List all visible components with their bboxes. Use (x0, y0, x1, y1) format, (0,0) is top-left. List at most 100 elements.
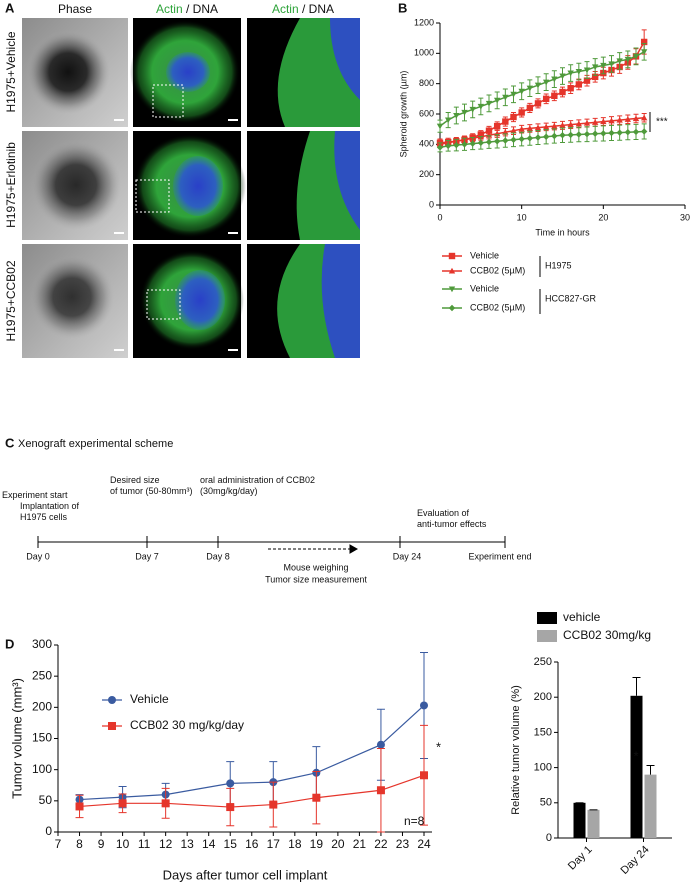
y-axis-label: Relative tumor volume (%) (510, 685, 522, 815)
x-tick-label: 20 (331, 837, 345, 851)
timeline-label: Experiment end (468, 551, 531, 561)
marker (420, 701, 428, 710)
marker (542, 133, 550, 140)
marker (591, 119, 599, 125)
legend-marker (108, 722, 116, 730)
marker (444, 117, 452, 124)
x-tick-label: 22 (374, 837, 388, 851)
marker (559, 122, 566, 128)
marker (526, 125, 534, 131)
annotation: *** (656, 117, 668, 128)
marker (600, 118, 607, 125)
marker (453, 112, 460, 119)
y-axis-label: Spheroid growth (µm) (398, 71, 408, 158)
legend-label: CCB02 30 mg/kg/day (130, 718, 244, 732)
marker (583, 130, 591, 138)
marker (444, 142, 452, 150)
column-header: Phase (58, 2, 92, 16)
y-tick-label: 300 (32, 637, 52, 651)
x-tick-label: 19 (310, 837, 324, 851)
scheme-note: Tumor size measurement (265, 574, 367, 584)
legend-label: CCB02 (5µM) (470, 265, 525, 275)
scheme-note: oral administration of CCB02 (30mg/kg/day… (200, 475, 315, 496)
marker (616, 58, 623, 65)
legend-marker (448, 304, 456, 312)
marker (534, 100, 542, 107)
marker (632, 128, 640, 136)
marker (226, 779, 235, 788)
marker (575, 120, 583, 127)
marker (542, 79, 550, 86)
bar (644, 774, 657, 838)
line: oral administration of CCB02 (200, 475, 315, 485)
marker (591, 73, 599, 81)
x-tick-label: 12 (159, 837, 173, 851)
marker (269, 800, 278, 809)
marker (608, 117, 615, 124)
legend-label: Vehicle (470, 250, 499, 260)
x-tick-label: 17 (267, 837, 281, 851)
x-tick-label: 18 (288, 837, 302, 851)
annotation: * (436, 739, 441, 754)
marker (640, 49, 648, 56)
legend-label: CCB02 30mg/kg (563, 628, 651, 642)
line: Evaluation of (417, 508, 470, 518)
marker (559, 73, 566, 80)
x-tick-label: 10 (116, 837, 130, 851)
micrographs (22, 18, 360, 358)
marker (312, 793, 321, 802)
marker (551, 122, 558, 129)
legend-marker (448, 286, 456, 293)
series-line (79, 774, 425, 808)
marker (485, 138, 493, 146)
x-tick-label: 7 (55, 837, 62, 851)
legend-marker (448, 252, 456, 260)
stain: / DNA (302, 2, 334, 16)
marker (616, 116, 623, 123)
panel-label: D (5, 636, 14, 651)
x-tick-label: 20 (598, 212, 608, 222)
x-tick-label: Day 1 (566, 844, 595, 873)
line: anti-tumor effects (417, 519, 487, 529)
marker (502, 137, 509, 144)
scheme-note: Evaluation of anti-tumor effects (417, 508, 487, 529)
marker (469, 140, 476, 147)
stain: / DNA (186, 2, 218, 16)
marker (575, 68, 583, 75)
marker (534, 124, 542, 131)
marker (534, 82, 542, 89)
row-label: H1975+Erlotinib (4, 142, 18, 228)
scheme-note: Desired size of tumor (50-80mm³) (110, 475, 193, 496)
legend-label: Vehicle (470, 283, 499, 293)
y-tick-label: 200 (534, 691, 552, 703)
y-tick-label: 200 (32, 700, 52, 714)
timeline-label: Day 24 (393, 551, 422, 561)
marker (542, 95, 550, 103)
x-tick-label: 14 (202, 837, 216, 851)
legend-group: HCC827-GR (545, 293, 597, 303)
legend-label: Vehicle (130, 692, 169, 706)
error-bar (646, 764, 655, 775)
x-tick-label: 24 (417, 837, 431, 851)
marker (526, 85, 534, 92)
line: Implantation of (20, 501, 80, 511)
marker (551, 76, 558, 83)
legend-swatch (537, 612, 557, 624)
row-label: H1975+Vehicle (4, 31, 18, 112)
marker (161, 799, 170, 808)
column-header: Actin / DNA (272, 2, 334, 16)
marker (567, 121, 574, 128)
y-tick-label: 50 (540, 797, 552, 809)
legend-swatch (537, 630, 557, 642)
marker (510, 136, 517, 143)
x-tick-label: 10 (517, 212, 527, 222)
marker (567, 70, 574, 77)
y-tick-label: 1200 (414, 17, 434, 27)
annotation: * (633, 748, 638, 763)
bar (630, 695, 643, 838)
marker (518, 88, 525, 95)
marker (493, 138, 501, 145)
legend-label: vehicle (563, 610, 601, 624)
marker (485, 127, 493, 134)
